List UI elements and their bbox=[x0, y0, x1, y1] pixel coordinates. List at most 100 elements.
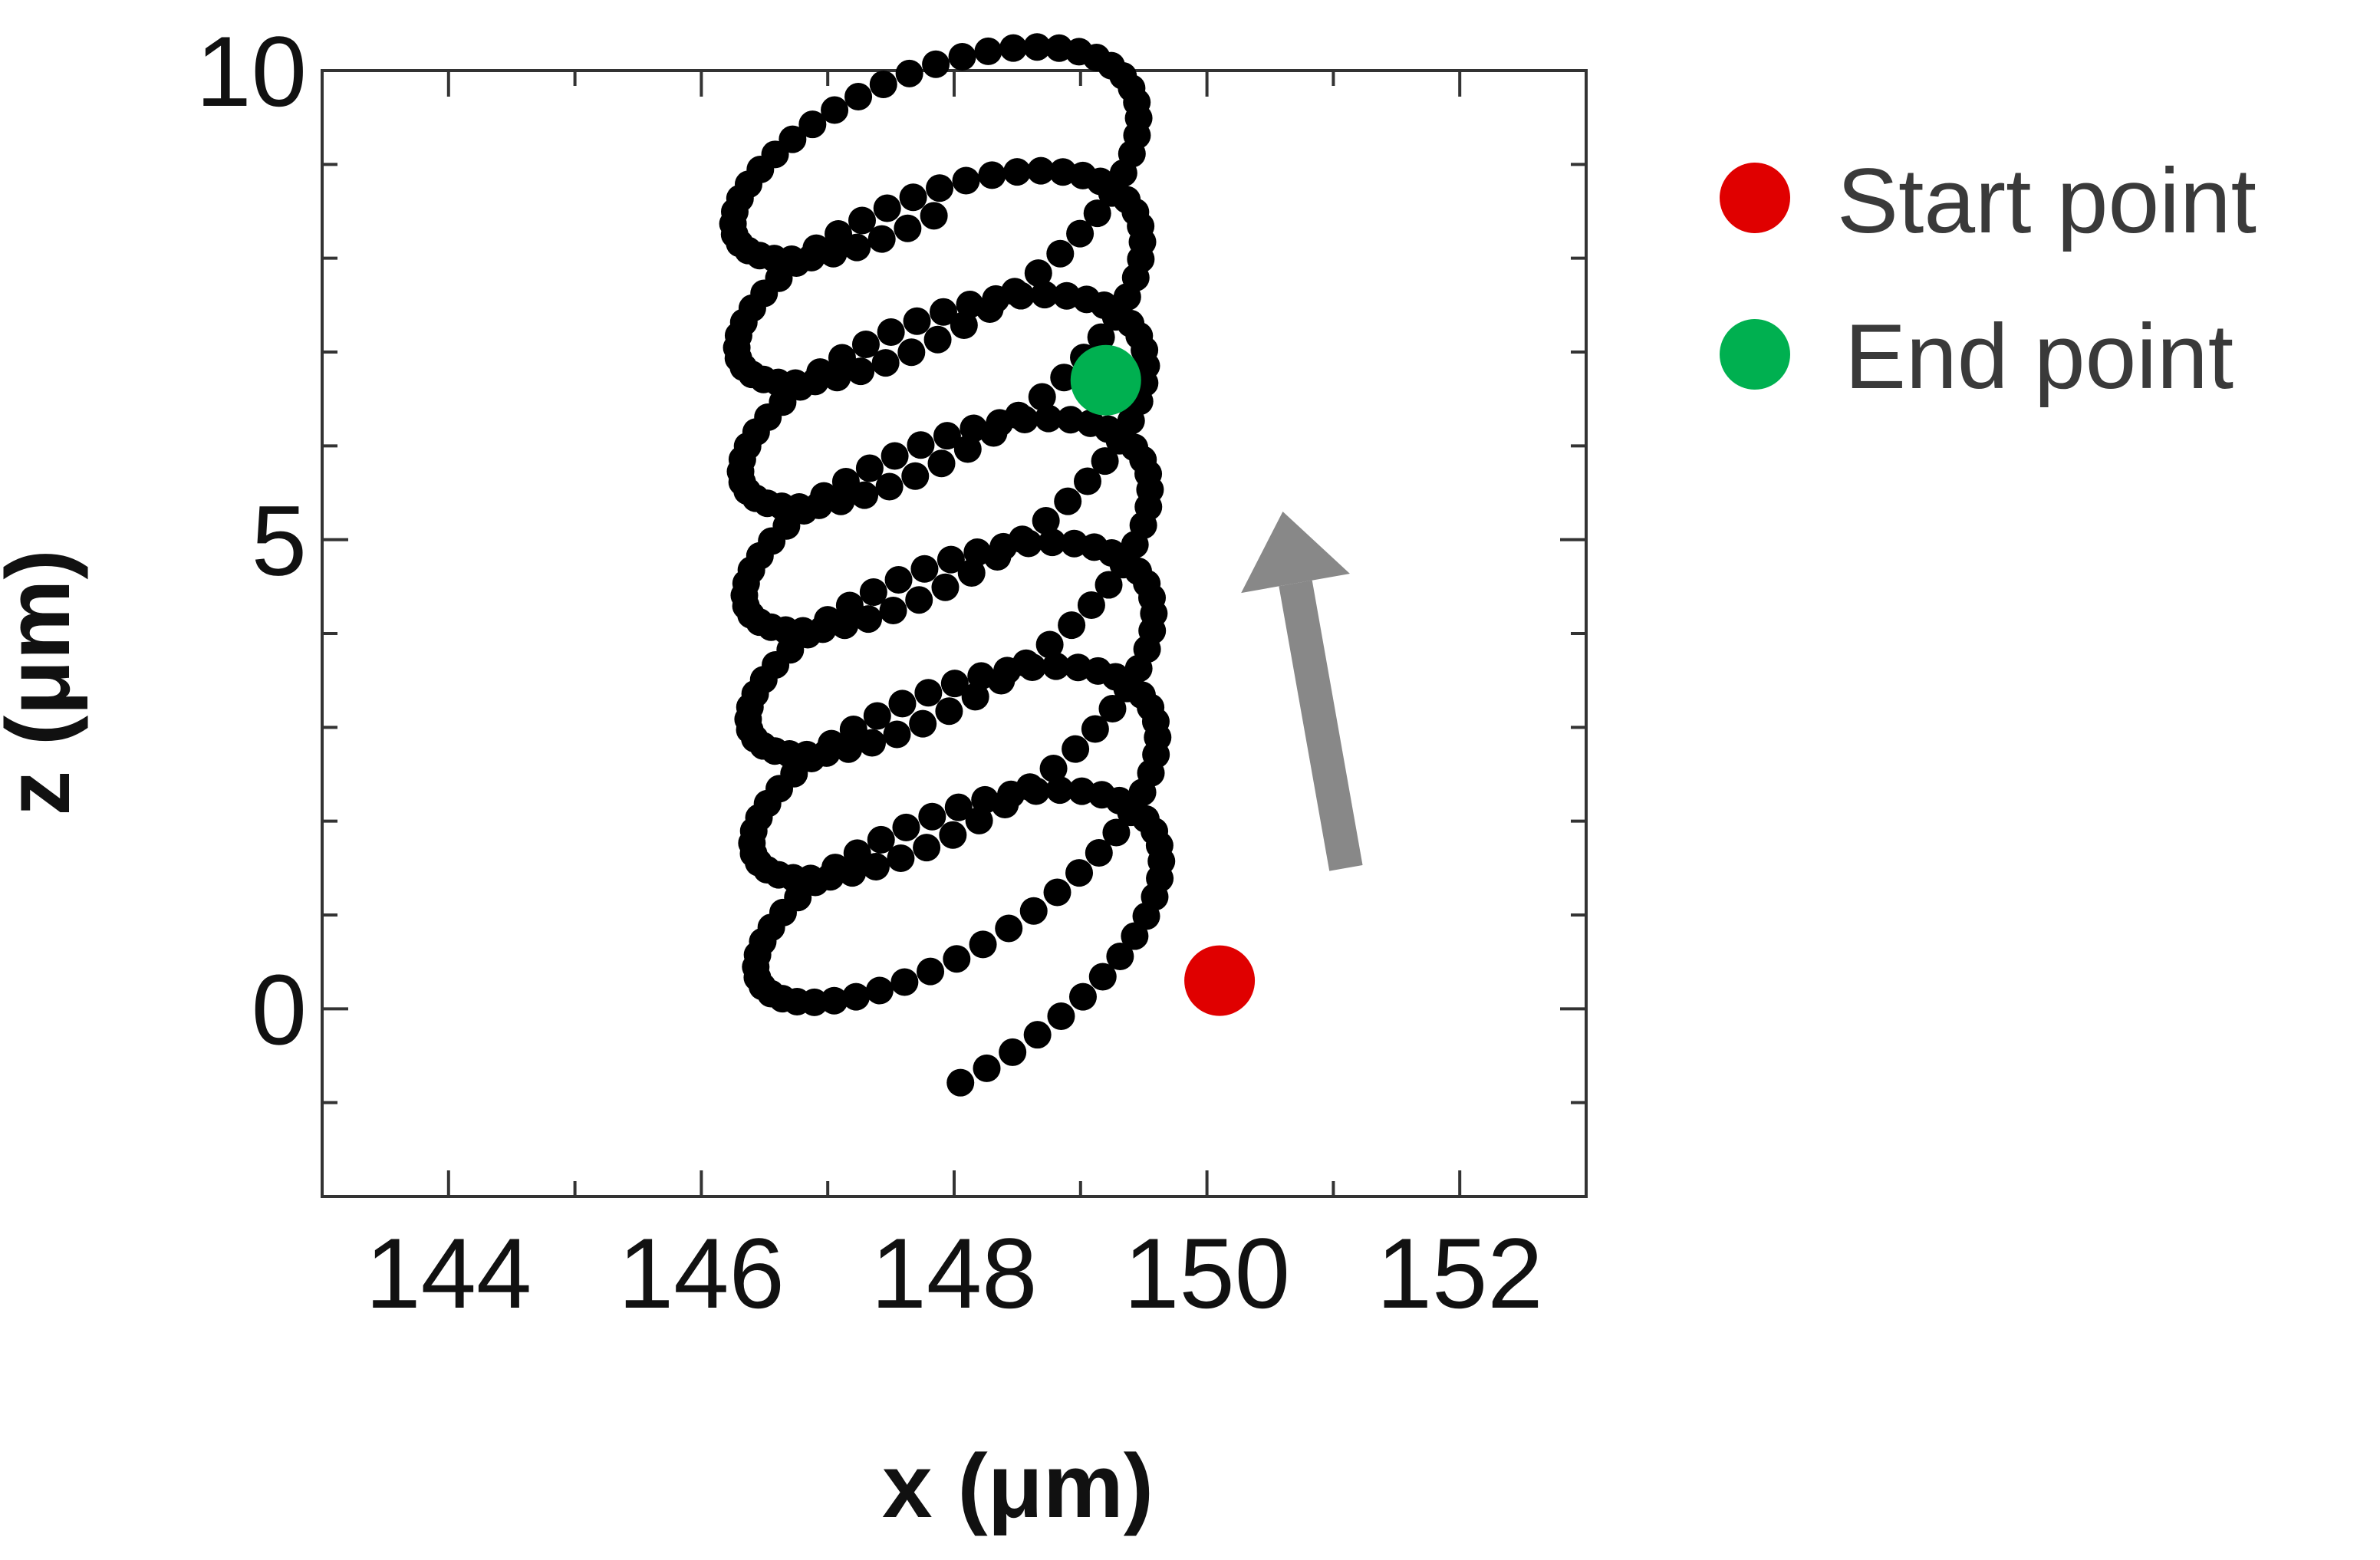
trajectory-point bbox=[834, 735, 863, 763]
trajectory-point bbox=[910, 555, 939, 583]
trajectory-point bbox=[1098, 179, 1126, 207]
legend-item-start: Start point bbox=[1720, 150, 2257, 252]
trajectory-point bbox=[1027, 156, 1055, 185]
trajectory-point bbox=[933, 422, 961, 450]
trajectory-point bbox=[855, 454, 884, 482]
trajectory-point bbox=[838, 859, 867, 887]
arrow-head bbox=[1241, 511, 1350, 594]
trajectory-point bbox=[1008, 525, 1036, 554]
trajectory-point bbox=[965, 806, 993, 834]
trajectory-point bbox=[927, 449, 956, 478]
trajectory-points bbox=[719, 33, 1176, 1097]
trajectory-point bbox=[957, 558, 986, 587]
trajectory-point bbox=[1098, 695, 1127, 723]
trajectory-point bbox=[805, 491, 833, 519]
trajectory-point bbox=[1001, 278, 1029, 306]
trajectory-point bbox=[861, 853, 890, 881]
trajectory-point bbox=[819, 239, 848, 268]
trajectory-point bbox=[854, 605, 883, 634]
trajectory-point bbox=[823, 364, 851, 392]
trajectory-point bbox=[1066, 219, 1095, 248]
trajectory-point bbox=[1043, 878, 1071, 907]
trajectory-point bbox=[929, 298, 957, 326]
y-tick-label: 10 bbox=[196, 15, 307, 127]
trajectory-point bbox=[918, 802, 946, 831]
trajectory-point bbox=[922, 50, 950, 78]
trajectory-point bbox=[979, 419, 1008, 447]
trajectory-point bbox=[869, 71, 897, 99]
trajectory-point bbox=[843, 233, 871, 262]
trajectory-point bbox=[883, 720, 911, 749]
trajectory-point bbox=[851, 331, 880, 359]
trajectory-point bbox=[1060, 529, 1088, 558]
trajectory-point bbox=[1004, 401, 1032, 429]
trajectory-point bbox=[940, 670, 969, 698]
endpoint-markers bbox=[1070, 344, 1256, 1016]
trajectory-point bbox=[950, 311, 978, 339]
trajectory-point bbox=[1023, 33, 1052, 61]
arrow-shaft bbox=[1279, 580, 1363, 871]
trajectory-point bbox=[1058, 611, 1086, 640]
trajectory-point bbox=[1095, 571, 1123, 599]
trajectory-point bbox=[1003, 158, 1032, 186]
trajectory-point bbox=[1016, 773, 1044, 801]
x-tick-label: 146 bbox=[618, 1217, 785, 1329]
trajectory-point bbox=[867, 825, 895, 854]
x-tick-label: 144 bbox=[365, 1217, 532, 1329]
trajectory-point bbox=[842, 982, 871, 1011]
start-point-marker bbox=[1184, 945, 1256, 1016]
trajectory-point bbox=[851, 481, 879, 509]
trajectory-point bbox=[888, 689, 917, 718]
trajectory-point bbox=[894, 214, 922, 242]
tick-labels: 144 146 148 150 152 0 5 10 bbox=[196, 15, 1542, 1329]
legend-marker-start bbox=[1720, 163, 1790, 233]
legend: Start point End point bbox=[1720, 150, 2257, 408]
trajectory-point bbox=[1085, 838, 1113, 867]
trajectory-point bbox=[1032, 507, 1060, 535]
trajectory-point bbox=[976, 295, 1004, 324]
x-axis-title: x (μm) bbox=[882, 1436, 1154, 1537]
trajectory-point bbox=[796, 864, 825, 893]
trajectory-point bbox=[973, 1054, 1001, 1082]
trajectory-point bbox=[1048, 158, 1077, 186]
trajectory-point bbox=[899, 183, 927, 212]
trajectory-point bbox=[897, 338, 926, 367]
trajectory-point bbox=[782, 369, 810, 397]
x-tick-label: 150 bbox=[1124, 1217, 1290, 1329]
legend-item-end: End point bbox=[1720, 305, 2234, 408]
trajectory-point bbox=[798, 110, 827, 139]
trajectory-point bbox=[879, 597, 907, 625]
y-tick-label: 0 bbox=[252, 953, 307, 1065]
trajectory-point bbox=[1083, 199, 1111, 228]
direction-arrow bbox=[1241, 511, 1363, 871]
trajectory-point bbox=[890, 968, 919, 996]
trajectory-point bbox=[788, 617, 817, 645]
trajectory-point bbox=[1073, 467, 1101, 495]
trajectory-point bbox=[903, 307, 931, 335]
trajectory-point bbox=[943, 945, 971, 973]
trajectory-point bbox=[1035, 630, 1064, 659]
trajectory-point bbox=[884, 565, 913, 594]
trajectory-point bbox=[1034, 404, 1062, 433]
trajectory-point bbox=[1031, 281, 1059, 309]
trajectory-point bbox=[1054, 487, 1082, 515]
trajectory-point bbox=[867, 225, 896, 253]
trajectory-point bbox=[939, 821, 967, 849]
trajectory-point bbox=[1081, 715, 1109, 743]
trajectory-point bbox=[987, 666, 1016, 695]
trajectory-point bbox=[812, 739, 841, 767]
trajectory-point bbox=[1065, 859, 1094, 887]
trajectory-point bbox=[1077, 591, 1105, 620]
trajectory-point bbox=[887, 844, 915, 872]
trajectory-point bbox=[865, 976, 894, 1005]
trajectory-point bbox=[1068, 982, 1097, 1011]
trajectory-point bbox=[875, 472, 904, 501]
trajectory-point bbox=[778, 245, 806, 274]
trajectory-point bbox=[948, 43, 976, 71]
trajectory-point bbox=[1047, 1002, 1075, 1030]
trajectory-point bbox=[1038, 528, 1066, 557]
trajectory-point bbox=[827, 487, 855, 515]
trajectory-point bbox=[983, 543, 1012, 571]
trajectory-point bbox=[1028, 383, 1056, 411]
trajectory-point bbox=[863, 702, 891, 730]
